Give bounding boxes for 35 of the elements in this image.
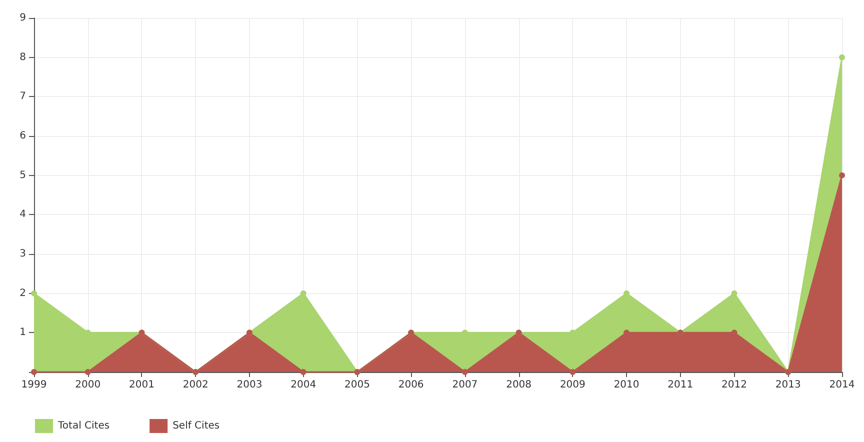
y-tick-label: 1: [20, 327, 26, 338]
point: [462, 369, 468, 375]
x-tick-label: 2001: [129, 380, 154, 390]
x-tick-label: 2010: [614, 380, 640, 390]
x-tick-label: 1999: [21, 380, 47, 390]
x-tick-label: 2000: [75, 380, 101, 390]
y-tick-label: 7: [20, 91, 26, 102]
x-tick-label: 2012: [722, 380, 747, 390]
x-tick-label: 2006: [398, 380, 424, 390]
y-tick-label: 8: [20, 52, 26, 63]
x-tick-label: 2007: [452, 380, 478, 390]
x-tick-label: 2011: [668, 380, 694, 390]
point: [839, 54, 845, 60]
y-tick-label: 3: [20, 248, 26, 260]
x-tick-label: 2005: [344, 380, 370, 390]
x-tick-label: 2014: [829, 380, 855, 390]
x-tick-label: 2002: [182, 380, 208, 390]
point: [84, 369, 91, 375]
point: [839, 172, 845, 178]
y-tick-label: 2: [20, 288, 26, 299]
x-tick-label: 2004: [290, 380, 316, 390]
y-tick-label: 4: [20, 209, 26, 220]
legend-label: Self Cites: [172, 420, 220, 432]
x-tick-label: 2003: [236, 380, 262, 390]
x-tick-label: 2009: [560, 380, 586, 390]
point: [570, 369, 576, 375]
x-tick-label: 2013: [775, 380, 801, 390]
y-tick-label: 6: [20, 130, 26, 142]
y-tick-label: 9: [20, 12, 26, 24]
point: [31, 290, 37, 296]
point: [31, 369, 37, 375]
x-tick-label: 2008: [506, 380, 532, 390]
legend-label: Total Cites: [57, 420, 110, 432]
point: [300, 369, 306, 375]
y-tick-label: 5: [20, 170, 26, 181]
